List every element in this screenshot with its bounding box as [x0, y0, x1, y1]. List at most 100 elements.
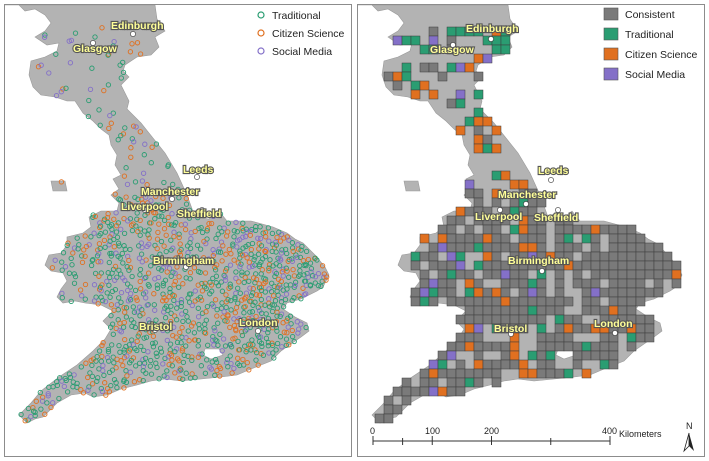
record-point [143, 274, 149, 281]
record-point [114, 384, 120, 391]
grid-cell [563, 296, 574, 307]
record-point [234, 318, 240, 325]
record-point [215, 283, 222, 289]
record-point [194, 242, 201, 248]
grid-cell [572, 242, 583, 253]
record-point [223, 292, 229, 298]
grid-cell [626, 341, 637, 352]
record-point [133, 295, 139, 301]
grid-cell [527, 224, 538, 235]
record-point [223, 304, 229, 311]
record-point [74, 235, 80, 241]
record-point [221, 225, 227, 231]
record-point [121, 243, 127, 249]
grid-cell [464, 296, 475, 307]
record-point [212, 297, 219, 303]
grid-cell [662, 269, 673, 280]
record-point [180, 318, 186, 325]
grid-cell [455, 206, 466, 217]
grid-cell [464, 377, 475, 388]
record-point [30, 404, 36, 411]
grid-cell [455, 242, 466, 253]
record-point [163, 248, 169, 255]
record-point [108, 312, 114, 319]
record-point [107, 238, 113, 244]
record-point [244, 270, 250, 276]
record-point [95, 259, 101, 265]
record-point [128, 357, 134, 364]
record-point [113, 365, 119, 371]
record-point [133, 124, 139, 130]
record-point [303, 324, 309, 331]
record-point [124, 281, 131, 287]
record-point [91, 230, 97, 236]
record-point [129, 323, 135, 329]
record-point [143, 194, 149, 200]
scale-tick-0: 0 [370, 426, 375, 436]
record-point [166, 265, 173, 271]
grid-cell [500, 215, 511, 226]
grid-cell [617, 224, 628, 235]
record-point [297, 254, 304, 261]
record-point [192, 298, 198, 304]
grid-cell [482, 116, 493, 127]
grid-cell [500, 35, 511, 46]
record-point [249, 263, 256, 269]
grid-cell [644, 323, 655, 334]
record-point [67, 374, 74, 381]
grid-cell [473, 89, 484, 100]
north-arrow-icon: N [683, 421, 694, 453]
record-point [208, 282, 215, 288]
grid-cell [473, 26, 484, 37]
record-point [250, 342, 256, 348]
record-point [58, 89, 64, 95]
record-point [222, 343, 229, 349]
grid-cell [464, 323, 475, 334]
grid-cell [437, 287, 448, 298]
record-point [71, 372, 77, 378]
record-point [324, 274, 330, 280]
grid-cell [464, 179, 475, 190]
record-point [22, 418, 28, 424]
grid-cell [500, 350, 511, 361]
record-point [171, 297, 177, 304]
record-point [79, 253, 85, 259]
grid-cell [635, 323, 646, 334]
record-point [173, 334, 179, 340]
record-point [285, 324, 291, 330]
grid-cell [428, 359, 439, 370]
grid-cell [608, 359, 619, 370]
record-point [114, 234, 121, 240]
record-point [165, 163, 171, 169]
grid-cell [473, 314, 484, 325]
record-point [117, 271, 124, 277]
grid-cell [599, 350, 610, 361]
record-point [134, 216, 140, 222]
grid-cell [572, 341, 583, 352]
grid-cell [419, 377, 430, 388]
grid-cell [509, 341, 520, 352]
city-label: Leeds [183, 164, 214, 176]
record-point [237, 255, 243, 261]
record-point [266, 268, 272, 274]
grid-cell [536, 233, 547, 244]
grid-cell [644, 251, 655, 262]
record-point [42, 32, 48, 38]
grid-cell [500, 44, 511, 55]
record-point [149, 207, 155, 213]
record-point [284, 250, 290, 257]
record-point [197, 246, 204, 252]
grid-cell [419, 44, 430, 55]
record-point [144, 302, 150, 308]
record-point [197, 269, 203, 276]
record-point [18, 411, 24, 418]
grid-cell [491, 170, 502, 181]
record-point [237, 362, 243, 369]
legend-traditional-label: Traditional [625, 29, 674, 41]
grid-cell [536, 287, 547, 298]
record-point [244, 229, 250, 235]
city-label: Manchester [498, 189, 556, 201]
record-point [269, 230, 276, 237]
grid-cell [437, 233, 448, 244]
record-point [105, 346, 112, 353]
